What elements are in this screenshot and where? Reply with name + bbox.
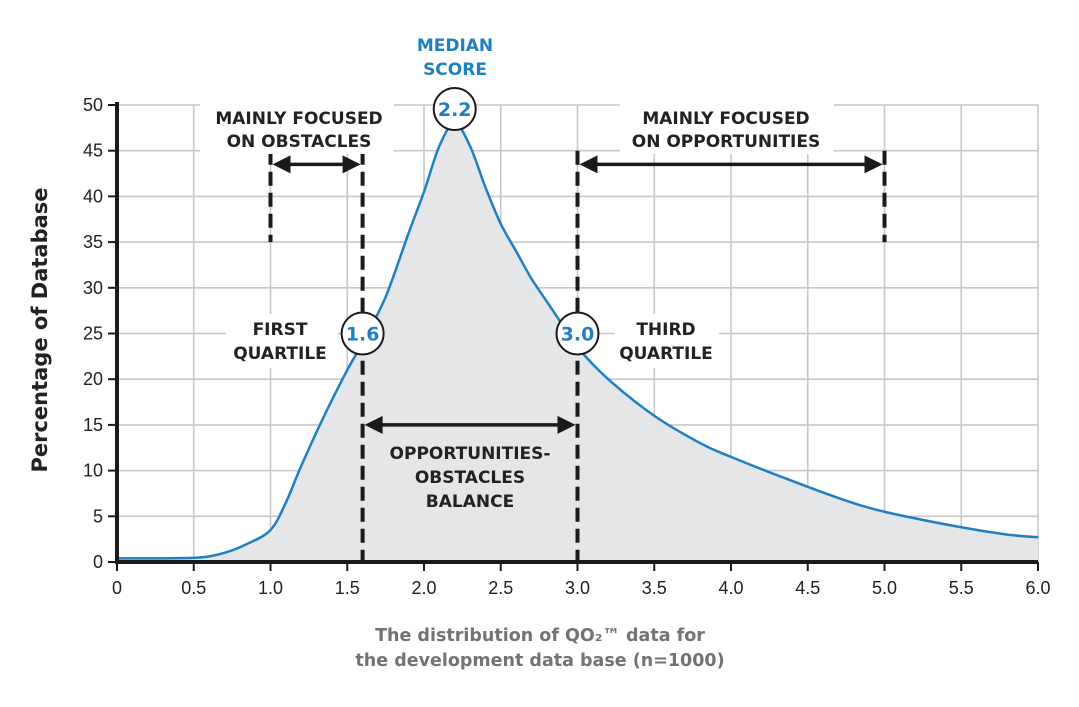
- third-quartile-line-2: QUARTILE: [619, 344, 713, 364]
- y-tick-label: 15: [83, 415, 103, 435]
- x-tick-label: 4.0: [718, 578, 743, 598]
- x-axis-title-line-1: The distribution of QO₂™ data for: [375, 626, 705, 646]
- x-tick-label: 2.5: [488, 578, 513, 598]
- score-marker-label: 1.6: [346, 324, 380, 346]
- score-marker: 1.6: [340, 311, 385, 356]
- median-label-line-2: SCORE: [423, 60, 487, 80]
- first-quartile-line-1: FIRST: [253, 320, 308, 340]
- arrow-head-left: [272, 155, 291, 174]
- third-quartile-line-1: THIRD: [636, 320, 695, 340]
- y-tick-label: 0: [93, 552, 103, 572]
- median-score-label: MEDIAN SCORE: [417, 36, 493, 80]
- obstacles-label-bg: [200, 102, 394, 154]
- score-marker: 2.2: [432, 87, 477, 131]
- median-label-line-1: MEDIAN: [417, 36, 493, 56]
- score-marker-circle: [432, 87, 477, 131]
- x-tick-label: 3.0: [565, 578, 590, 598]
- score-marker-circle: [555, 311, 600, 356]
- y-tick-label: 45: [83, 141, 103, 161]
- third-quartile-label: THIRD QUARTILE: [615, 314, 719, 368]
- y-tick-label: 50: [83, 95, 103, 115]
- score-marker-circle: [340, 311, 385, 356]
- opportunities-label-bg: [620, 102, 834, 154]
- first-quartile-label: FIRST QUARTILE: [226, 314, 338, 368]
- arrow-head-right: [342, 155, 361, 174]
- distribution-area: [117, 123, 1038, 562]
- balance-label: OPPORTUNITIES- OBSTACLES BALANCE: [390, 444, 551, 512]
- x-tick-label: 5.5: [949, 578, 974, 598]
- arrow-head-left: [364, 415, 383, 434]
- arrow-head-left: [579, 155, 598, 174]
- x-tick-label: 0: [112, 578, 122, 598]
- x-tick-label: 6.0: [1025, 578, 1050, 598]
- opportunities-label-line-2: ON OPPORTUNITIES: [632, 132, 820, 152]
- tick-labels: 0 0.5 1.0 1.5 2.0 2.5 3.0 3.5 4.0 4.5 5.0 5.5 6.0 0 5 1…: [83, 95, 1051, 598]
- obstacles-label-line-1: MAINLY FOCUSED: [215, 109, 382, 129]
- score-marker-label: 2.2: [438, 99, 472, 121]
- obstacles-label: MAINLY FOCUSED ON OBSTACLES: [200, 102, 394, 154]
- y-tick-label: 20: [83, 369, 103, 389]
- y-axis-title: Percentage of Database: [28, 187, 52, 472]
- y-tick-label: 10: [83, 461, 103, 481]
- overlay: 1.6 2.2 3.0: [268, 87, 887, 562]
- x-axis-title-line-2: the development data base (n=1000): [355, 651, 724, 671]
- double-arrow: [272, 155, 361, 174]
- y-tick-label: 40: [83, 186, 103, 206]
- score-marker: 3.0: [555, 311, 600, 356]
- opportunities-label-line-1: MAINLY FOCUSED: [642, 109, 809, 129]
- double-arrow: [579, 155, 883, 174]
- score-marker-label: 3.0: [561, 324, 595, 346]
- x-tick-label: 4.5: [795, 578, 820, 598]
- obstacles-label-line-2: ON OBSTACLES: [227, 132, 372, 152]
- x-tick-label: 1.0: [258, 578, 283, 598]
- opportunities-label: MAINLY FOCUSED ON OPPORTUNITIES: [620, 102, 834, 154]
- first-quartile-line-2: QUARTILE: [233, 344, 327, 364]
- x-tick-label: 0.5: [181, 578, 206, 598]
- y-tick-label: 5: [93, 506, 103, 526]
- x-tick-label: 5.0: [872, 578, 897, 598]
- balance-line-1: OPPORTUNITIES-: [390, 444, 551, 464]
- double-arrow: [364, 415, 576, 434]
- x-tick-label: 2.0: [411, 578, 436, 598]
- distribution-curve: [116, 122, 1039, 560]
- x-tick-label: 1.5: [335, 578, 360, 598]
- third-quartile-label-bg: [615, 314, 719, 368]
- y-tick-label: 30: [83, 278, 103, 298]
- balance-line-3: BALANCE: [426, 492, 514, 512]
- arrow-head-right: [557, 415, 576, 434]
- x-tick-label: 3.5: [642, 578, 667, 598]
- first-quartile-label-bg: [226, 314, 338, 368]
- arrow-head-right: [864, 155, 883, 174]
- y-tick-label: 35: [83, 232, 103, 252]
- balance-line-2: OBSTACLES: [415, 468, 525, 488]
- y-tick-label: 25: [83, 324, 103, 344]
